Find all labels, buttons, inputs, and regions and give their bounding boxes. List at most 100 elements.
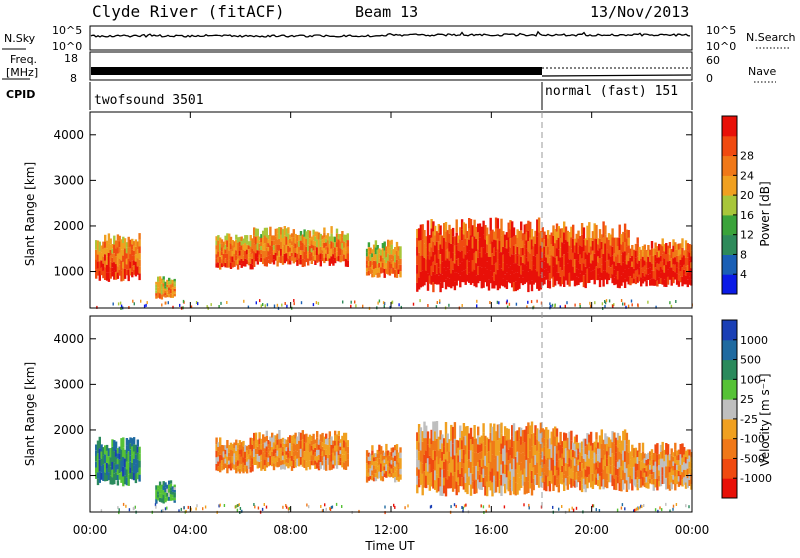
noise-cell [118,508,120,512]
data-cell [548,265,552,274]
data-cell [607,473,611,483]
data-cell [314,452,317,457]
data-cell [238,251,242,256]
data-cell [171,294,174,298]
data-cell [289,255,292,261]
data-cell [219,437,222,447]
data-cell [383,466,386,470]
data-cell [638,253,641,261]
data-cell [392,457,395,463]
data-cell [457,447,460,456]
data-cell [242,467,245,474]
data-cell [435,263,439,274]
data-cell [464,464,467,474]
data-cell [416,449,419,459]
data-cell [111,258,114,263]
data-cell [226,440,229,449]
data-cell [399,246,402,253]
data-cell [688,479,691,486]
data-cell [219,446,222,455]
data-cell [390,249,393,255]
data-cell [469,219,473,236]
data-cell [573,451,577,459]
data-cell [582,478,586,489]
data-cell [491,468,494,483]
data-cell [539,422,543,434]
data-cell [468,442,471,451]
data-cell [620,275,623,286]
noise-cell [604,300,606,303]
data-cell [568,449,571,459]
data-cell [166,294,169,298]
data-cell [477,426,480,436]
data-cell [265,451,268,457]
data-cell [529,221,532,238]
data-cell [663,449,666,456]
data-cell [690,457,693,463]
data-cell [622,231,625,242]
data-cell [269,226,272,236]
data-cell [129,437,132,444]
noise-cell [143,304,146,308]
data-cell [647,268,650,275]
data-cell [428,464,431,474]
data-cell [607,437,611,447]
data-cell [222,260,225,267]
nsky-label: N.Sky [4,32,36,45]
data-cell [166,282,169,285]
data-cell [280,456,283,461]
data-cell [376,458,379,463]
data-cell [323,242,326,248]
data-cell [96,261,100,269]
data-cell [256,243,259,251]
data-cell [127,236,130,248]
data-cell [616,237,620,246]
colorbar-frame [721,319,738,499]
noise-cell [140,299,142,303]
data-cell [659,272,663,279]
data-cell [162,490,165,495]
data-cell [134,463,138,474]
data-cell [543,472,546,482]
data-cell [395,259,399,269]
data-cell [435,474,439,493]
data-cell [580,463,584,471]
data-cell [602,254,605,271]
data-cell [659,250,663,256]
data-cell [228,250,231,260]
data-cell [622,272,625,283]
data-cell [477,249,480,258]
data-cell [457,250,460,259]
data-cell [335,233,339,238]
data-cell [482,220,485,235]
data-cell [395,475,399,481]
noise-cell [235,505,237,509]
data-cell [260,234,263,239]
data-cell [105,462,109,469]
noise-cell [145,303,147,307]
data-cell [272,250,276,255]
data-cell [323,449,326,457]
data-cell [435,231,439,242]
data-cell [675,261,679,268]
data-cell [672,239,675,246]
data-cell [269,245,272,255]
data-cell [643,472,646,478]
data-cell [568,431,571,441]
data-cell [334,455,337,461]
data-cell [344,460,348,470]
data-cell [231,240,234,246]
data-cell [158,281,162,288]
data-cell [482,450,485,460]
data-cell [564,253,568,267]
data-cell [627,276,630,285]
data-cell [489,423,492,433]
data-cell [629,459,632,468]
data-cell [559,276,562,287]
data-cell [546,254,550,264]
data-cell [231,251,234,257]
data-cell [417,252,421,265]
data-cell [109,255,112,262]
data-cell [387,450,390,456]
data-cell [466,460,469,478]
